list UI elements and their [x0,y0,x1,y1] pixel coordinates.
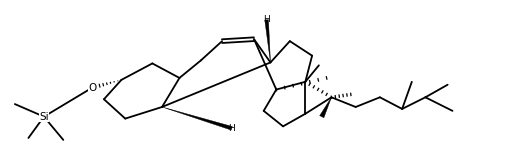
Text: Si: Si [39,112,49,122]
Text: O: O [88,83,96,93]
Polygon shape [265,20,270,62]
Text: H: H [263,15,270,24]
Polygon shape [162,107,232,130]
Polygon shape [320,97,332,118]
Text: H: H [228,124,235,133]
